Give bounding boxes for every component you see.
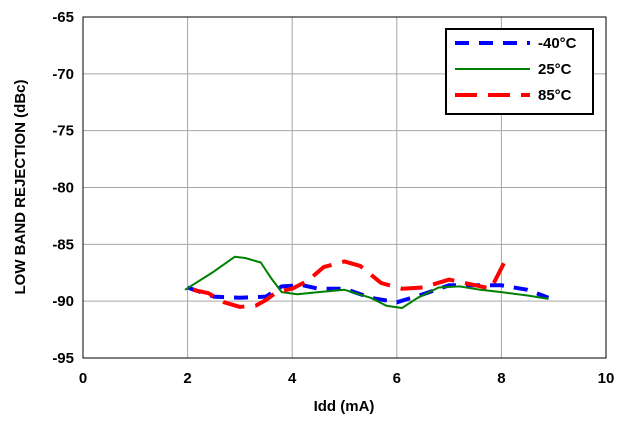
legend-box [445,28,594,115]
y-tick-labels: -65 -70 -75 -80 -85 -90 -95 [52,9,74,367]
legend-label: 25°C [538,61,572,78]
x-tick-label: 2 [183,370,191,387]
y-tick-label: -85 [52,236,74,253]
x-tick-label: 10 [598,370,615,387]
legend-label: 85°C [538,87,572,104]
x-tick-label: 0 [79,370,87,387]
legend-entries: -40°C 25°C 85°C [455,35,577,104]
series-line [192,257,509,309]
series-line [184,255,549,309]
legend-label: -40°C [538,35,577,52]
x-axis-title: Idd (mA) [314,398,375,415]
x-tick-labels: 0 2 4 6 8 10 [79,370,615,387]
y-axis-title: LOW BAND REJECTION (dBc) [12,80,29,295]
legend: -40°C 25°C 85°C [445,28,594,115]
x-tick-label: 4 [288,370,297,387]
plot-border [82,16,607,359]
y-tick-label: -95 [52,350,74,367]
y-tick-label: -70 [52,66,74,83]
y-tick-label: -75 [52,123,74,140]
y-tick-label: -90 [52,293,74,310]
series-lines [184,255,550,309]
y-tick-label: -65 [52,9,74,26]
x-tick-label: 8 [497,370,505,387]
y-tick-label: -80 [52,180,74,197]
x-tick-label: 6 [393,370,401,387]
